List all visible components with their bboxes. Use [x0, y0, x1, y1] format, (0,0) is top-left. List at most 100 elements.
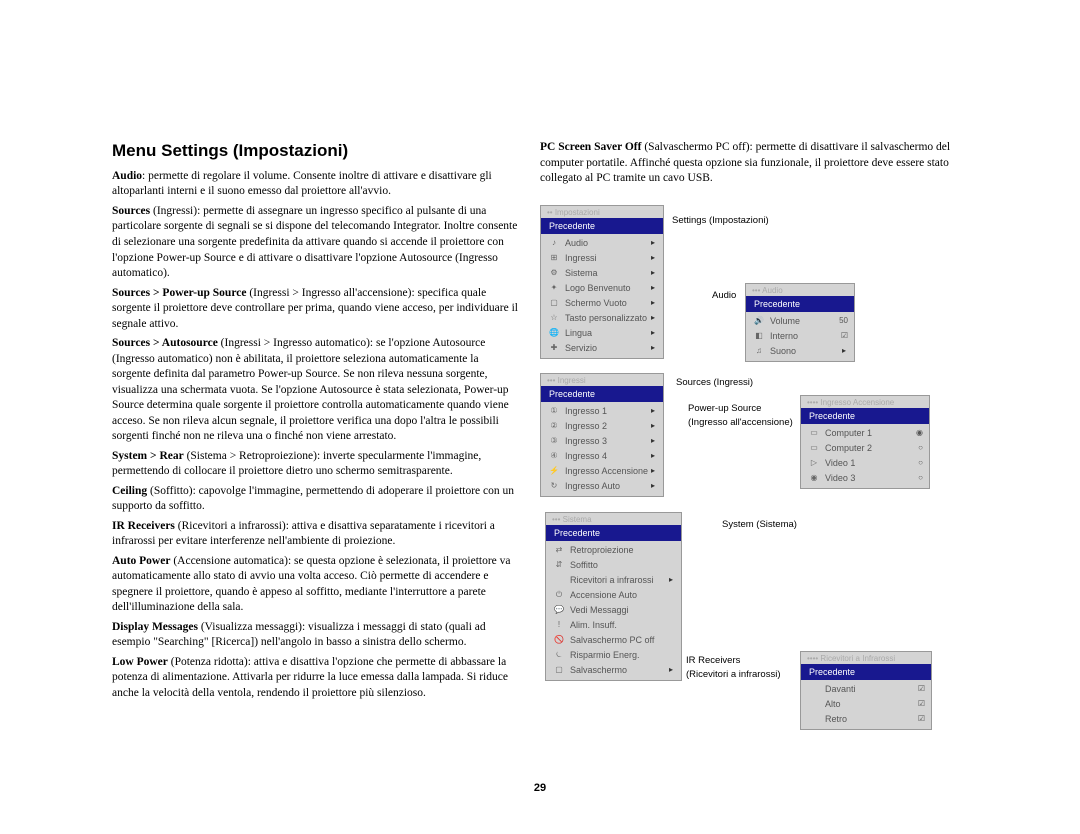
- menu-item-icon: ③: [547, 436, 561, 447]
- menu-item-icon: [807, 699, 821, 710]
- menu-row: Davanti☑: [801, 682, 931, 697]
- menu-item-label: Risparmio Energ.: [570, 649, 671, 661]
- menu-items: ▭Computer 1◉▭Computer 2○▷Video 1○◉Video …: [801, 424, 929, 488]
- menu-item-label: Alim. Insuff.: [570, 619, 671, 631]
- menu-item-label: Volume: [770, 315, 835, 327]
- menu-row: ♫Suono▸: [746, 344, 854, 359]
- menu-item-icon: [807, 684, 821, 695]
- menu-row: Retro☑: [801, 712, 931, 727]
- body-paragraph: System > Rear (Sistema > Retroproiezione…: [112, 449, 520, 480]
- menu-item-icon: ⚡: [547, 466, 561, 477]
- bold-lead: Ceiling: [112, 485, 147, 497]
- menu-item-icon: 🔊: [752, 316, 766, 327]
- bold-lead: Audio: [112, 170, 142, 182]
- menu-item-icon: ◧: [752, 331, 766, 342]
- menu-item-label: Suono: [770, 345, 840, 357]
- menu-item-label: Tasto personalizzato: [565, 312, 649, 324]
- chevron-right-icon: ▸: [649, 283, 657, 294]
- chevron-right-icon: ▸: [649, 253, 657, 264]
- chevron-right-icon: ▸: [649, 298, 657, 309]
- chevron-right-icon: ▸: [649, 313, 657, 324]
- menu-item-icon: ⊞: [547, 253, 561, 264]
- menu-item-icon: ◉: [807, 473, 821, 484]
- menu-items: ♪Audio▸⊞Ingressi▸⚙Sistema▸✦Logo Benvenut…: [541, 234, 663, 358]
- menu-item-label: Vedi Messaggi: [570, 604, 671, 616]
- menu-row: 🌐Lingua▸: [541, 326, 663, 341]
- page-number: 29: [0, 782, 1080, 794]
- menu-title: •••• Ricevitori a Infrarossi: [801, 652, 931, 664]
- menu-row: ◧Interno☑: [746, 329, 854, 344]
- para-rest: (Potenza ridotta): attiva e disattiva l'…: [112, 656, 508, 699]
- menu-title: ••• Sistema: [546, 513, 681, 525]
- menu-item-value: ☑: [841, 331, 848, 342]
- menu-item-icon: ☆: [547, 313, 561, 324]
- menu-row: ⊞ Ingressi▸: [541, 251, 663, 266]
- menu-row: ▢Salvaschermo▸: [546, 663, 681, 678]
- body-paragraph: IR Receivers (Ricevitori a infrarossi): …: [112, 519, 520, 550]
- menu-item-icon: ⚙: [547, 268, 561, 279]
- menu-item-value: ○: [918, 458, 923, 469]
- menu-item-label: Retroproiezione: [570, 544, 671, 556]
- menu-row: ⚙Sistema▸: [541, 266, 663, 281]
- caption-ir: IR Receivers: [686, 655, 740, 668]
- menu-item-label: Audio: [565, 237, 649, 249]
- menu-row: ↻Ingresso Auto▸: [541, 479, 663, 494]
- menu-title: ••• Ingressi: [541, 374, 663, 386]
- right-column: PC Screen Saver Off (Salvaschermo PC off…: [540, 140, 960, 765]
- chevron-right-icon: ▸: [649, 238, 657, 249]
- para-rest: : permette di regolare il volume. Consen…: [112, 170, 492, 198]
- menu-item-value: 50: [839, 316, 848, 327]
- menu-window: ••• IngressiPrecedente①Ingresso 1▸②Ingre…: [540, 373, 664, 497]
- menu-row: ⚡Ingresso Accensione▸: [541, 464, 663, 479]
- menu-item-label: Servizio: [565, 342, 649, 354]
- chevron-right-icon: ▸: [649, 406, 657, 417]
- menu-row: Alto☑: [801, 697, 931, 712]
- bold-lead: Auto Power: [112, 555, 170, 567]
- menu-item-label: Ricevitori a infrarossi: [570, 574, 667, 586]
- menu-item-icon: 🚫: [552, 635, 566, 646]
- menu-items: ①Ingresso 1▸②Ingresso 2▸③Ingresso 3▸④Ing…: [541, 402, 663, 496]
- chevron-right-icon: ▸: [649, 328, 657, 339]
- menu-row: ③Ingresso 3▸: [541, 434, 663, 449]
- menu-row: ④Ingresso 4▸: [541, 449, 663, 464]
- menu-item-icon: ▭: [807, 443, 821, 454]
- chevron-right-icon: ▸: [649, 343, 657, 354]
- menu-header: Precedente: [746, 296, 854, 312]
- bold-lead: Display Messages: [112, 621, 198, 633]
- caption-system: System (Sistema): [722, 519, 797, 532]
- menu-row: ▷Video 1○: [801, 456, 929, 471]
- bold-lead: Sources > Autosource: [112, 337, 218, 349]
- menu-item-icon: ⏻: [552, 590, 566, 601]
- menu-item-label: Retro: [825, 713, 914, 725]
- menu-item-icon: ⇄: [552, 545, 566, 556]
- menu-item-icon: ▢: [547, 298, 561, 309]
- menu-row: ⏻Accensione Auto: [546, 588, 681, 603]
- menu-item-value: ○: [918, 473, 923, 484]
- body-paragraph: Display Messages (Visualizza messaggi): …: [112, 620, 520, 651]
- chevron-right-icon: ▸: [649, 451, 657, 462]
- chevron-right-icon: ▸: [649, 466, 657, 477]
- menu-window: ••• AudioPrecedente 🔊 Volume 50 ◧Interno☑♫Su…: [745, 283, 855, 362]
- menu-items: 🔊 Volume 50 ◧Interno☑♫Suono▸: [746, 312, 854, 361]
- menu-row: ♪Audio▸: [541, 236, 663, 251]
- menu-item-value: ☑: [918, 684, 925, 695]
- chevron-right-icon: ▸: [667, 575, 675, 586]
- menu-item-value: ☑: [918, 699, 925, 710]
- menu-item-label: Soffitto: [570, 559, 671, 571]
- menu-title: ••• Audio: [746, 284, 854, 296]
- menu-item-label: Video 1: [825, 457, 914, 469]
- menu-item-label: Ingressi: [565, 252, 649, 264]
- menu-header: Precedente: [801, 664, 931, 680]
- menu-window: •••• Ingresso AccensionePrecedente▭Compu…: [800, 395, 930, 489]
- menu-row: ▢Schermo Vuoto▸: [541, 296, 663, 311]
- chevron-right-icon: ▸: [649, 481, 657, 492]
- caption-sources: Sources (Ingressi): [676, 377, 753, 390]
- menu-item-value: ◉: [916, 428, 923, 439]
- menu-window: •• ImpostazioniPrecedente♪Audio▸⊞Ingress…: [540, 205, 664, 359]
- menu-item-icon: ✚: [547, 343, 561, 354]
- menu-item-label: Logo Benvenuto: [565, 282, 649, 294]
- chevron-right-icon: ▸: [667, 665, 675, 676]
- menu-item-icon: ②: [547, 421, 561, 432]
- menu-header: Precedente: [541, 218, 663, 234]
- caption-audio: Audio: [712, 290, 736, 303]
